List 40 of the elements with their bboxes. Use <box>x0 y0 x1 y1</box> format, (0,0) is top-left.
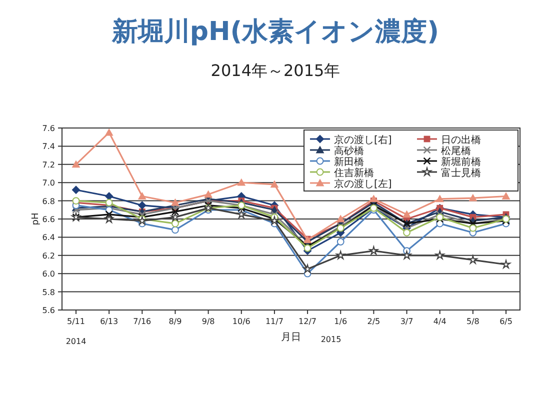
legend-label: 日の出橋 <box>441 134 481 146</box>
chart-subtitle: 2014年～2015年 <box>210 61 340 80</box>
x-tick-label: 5/11 <box>67 317 85 326</box>
x-tick-label: 10/6 <box>232 317 250 326</box>
x-tick-label: 2/5 <box>367 317 380 326</box>
y-tick-label: 7.2 <box>42 160 55 170</box>
x-tick-label: 8/9 <box>168 317 182 326</box>
y-tick-label: 7.4 <box>42 142 55 152</box>
y-tick-label: 6.2 <box>42 251 55 260</box>
legend-label: 京の渡し[左] <box>334 178 392 190</box>
y-tick-label: 5.8 <box>42 288 55 297</box>
x-tick-label: 3/7 <box>400 317 414 326</box>
y-tick-label: 7.6 <box>42 124 55 133</box>
y-tick-label: 6.6 <box>42 215 55 224</box>
y-tick-label: 5.6 <box>42 306 55 315</box>
y-axis-title: pH <box>31 212 41 226</box>
x-axis-title: 月日 <box>281 332 301 343</box>
x-tick-label: 9/8 <box>202 317 215 326</box>
legend-label: 高砂橋 <box>334 145 364 157</box>
text: 2014 <box>66 337 86 346</box>
legend-label: 松尾橋 <box>441 145 471 157</box>
chart-title: 新堀川pH(水素イオン濃度) <box>110 17 440 47</box>
legend-label: 富士見橋 <box>441 167 481 179</box>
y-tick-label: 6.0 <box>42 270 55 279</box>
legend-label: 新田橋 <box>334 156 364 168</box>
y-tick-label: 7.0 <box>42 178 55 188</box>
text: 2015 <box>320 335 342 344</box>
x-tick-label: 1/6 <box>334 317 348 326</box>
x-tick-label: 12/7 <box>298 317 317 326</box>
x-tick-label: 7/16 <box>133 317 152 326</box>
x-tick-label: 6/5 <box>500 317 512 326</box>
legend-label: 京の渡し[右] <box>334 134 392 146</box>
x-tick-label: 5/8 <box>466 317 480 326</box>
legend-label: 住吉新橋 <box>334 167 374 179</box>
x-tick-label: 11/7 <box>265 317 284 326</box>
x-tick-label: 6/13 <box>100 317 118 326</box>
x-tick-label: 4/4 <box>433 317 446 326</box>
y-tick-label: 6.4 <box>42 233 55 242</box>
y-tick-label: 6.8 <box>42 196 55 206</box>
legend-label: 新堀前橋 <box>441 156 481 168</box>
